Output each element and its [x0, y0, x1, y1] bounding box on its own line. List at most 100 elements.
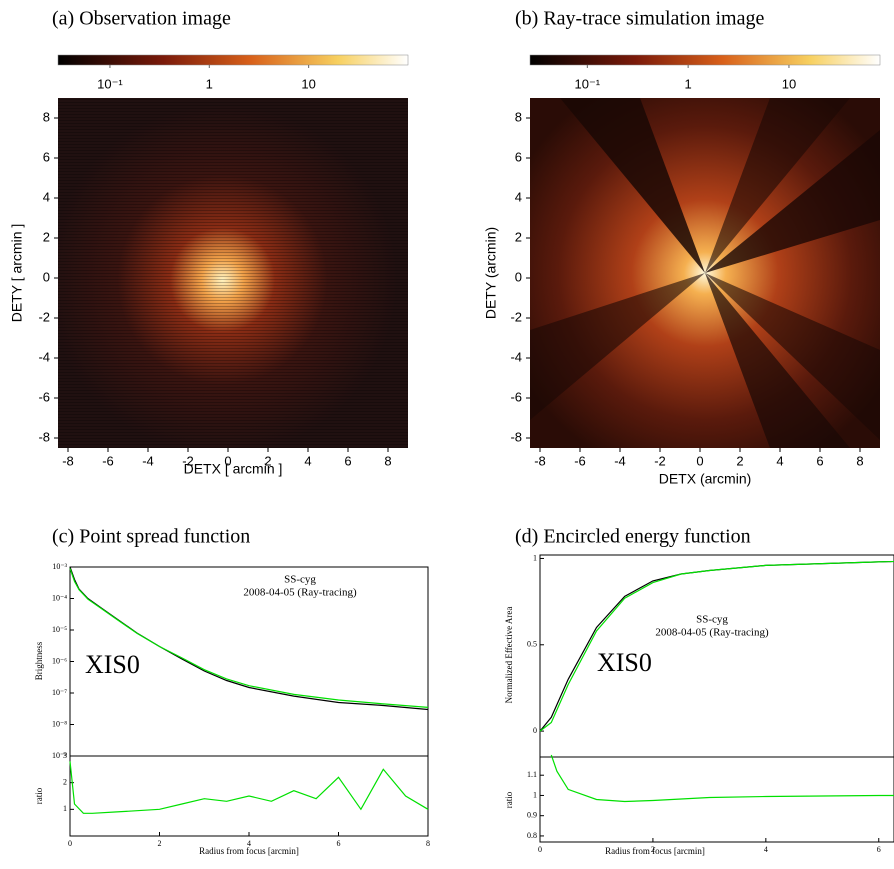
y-tick-label: 10⁻⁸ — [52, 719, 67, 728]
legend-entry: 2008-04-05 (Ray-tracing) — [243, 587, 357, 599]
colorbar-tick-label: 10 — [301, 76, 315, 91]
colorbar-tick-label: 10⁻¹ — [97, 76, 123, 91]
y-tick-label: 4 — [43, 189, 50, 204]
y-tick-label: 10⁻⁵ — [52, 625, 67, 634]
x-tick-label: 4 — [304, 453, 311, 468]
colorbar — [57, 54, 409, 66]
annotation: XIS0 — [597, 648, 652, 677]
y-tick-label: -2 — [38, 309, 50, 324]
y-tick-label: 8 — [43, 109, 50, 124]
y-tick-label: 4 — [515, 189, 522, 204]
simulation-image — [530, 98, 880, 448]
x-tick-label: -6 — [102, 453, 114, 468]
y-tick-label: 10⁻³ — [52, 562, 67, 571]
colorbar-tick-label: 10 — [782, 76, 796, 91]
x-tick-label: -8 — [62, 453, 74, 468]
x-tick-label: 6 — [337, 839, 341, 848]
x-axis-label: DETX [ arcmin ] — [184, 461, 283, 477]
y-tick-label: 10⁻⁶ — [52, 656, 67, 665]
series-line — [539, 560, 894, 732]
y-tick-label: 0.9 — [527, 811, 537, 820]
series-line — [69, 568, 429, 708]
y-tick-label: 6 — [515, 149, 522, 164]
y-tick-label: -8 — [38, 429, 50, 444]
y-tick-label: 10⁻⁴ — [52, 593, 67, 602]
y-tick-label: 0 — [515, 269, 522, 284]
panel-title: (c) Point spread function — [52, 526, 250, 548]
x-axis-label: Radius from focus [arcmin] — [199, 846, 299, 856]
series-line — [550, 754, 894, 803]
x-tick-label: 0 — [224, 453, 231, 468]
y-tick-label: 2 — [43, 229, 50, 244]
y-axis-label: ratio — [34, 787, 44, 804]
colorbar-tick-label: 10⁻¹ — [574, 76, 600, 91]
y-tick-label: 0.5 — [527, 640, 537, 649]
y-tick-label: 1.1 — [527, 770, 537, 779]
x-tick-label: 2 — [736, 453, 743, 468]
y-tick-label: 2 — [515, 229, 522, 244]
y-tick-label: -2 — [510, 309, 522, 324]
x-tick-label: -6 — [574, 453, 586, 468]
x-tick-label: 4 — [247, 839, 251, 848]
x-tick-label: -4 — [614, 453, 626, 468]
y-tick-label: -4 — [510, 349, 522, 364]
plot-frame — [539, 756, 894, 843]
x-tick-label: -2 — [182, 453, 194, 468]
x-tick-label: 4 — [776, 453, 783, 468]
x-tick-label: -4 — [142, 453, 154, 468]
y-axis-label: DETY (arcmin) — [483, 227, 499, 319]
y-tick-label: 0 — [533, 726, 537, 735]
x-tick-label: -8 — [534, 453, 546, 468]
observation-image — [58, 98, 408, 448]
y-axis-label: Brightness — [34, 641, 44, 680]
colorbar-tick-label: 1 — [206, 76, 213, 91]
plot-frame — [539, 554, 894, 758]
y-tick-label: -4 — [38, 349, 50, 364]
x-tick-label: 4 — [764, 845, 768, 854]
annotation: XIS0 — [85, 650, 140, 679]
x-axis-label: DETX (arcmin) — [659, 471, 752, 487]
y-tick-label: 0.8 — [527, 831, 537, 840]
panel-title: (a) Observation image — [52, 8, 231, 30]
y-axis-label: DETY [ arcmin ] — [9, 224, 25, 323]
legend-entry: SS-cyg — [696, 614, 728, 626]
x-tick-label: 8 — [426, 839, 430, 848]
legend-entry: SS-cyg — [284, 574, 316, 586]
y-tick-label: 1 — [63, 804, 67, 813]
y-tick-label: 6 — [43, 149, 50, 164]
x-tick-label: 2 — [651, 845, 655, 854]
x-tick-label: 0 — [696, 453, 703, 468]
y-tick-label: 10⁻⁹ — [52, 751, 67, 760]
x-tick-label: 0 — [68, 839, 72, 848]
series-line — [69, 761, 429, 814]
y-tick-label: -8 — [510, 429, 522, 444]
panel-title: (d) Encircled energy function — [515, 526, 751, 548]
x-tick-label: 8 — [384, 453, 391, 468]
y-axis-label: ratio — [504, 791, 514, 808]
y-tick-label: 10⁻⁷ — [52, 688, 67, 697]
y-tick-label: 8 — [515, 109, 522, 124]
x-tick-label: 0 — [538, 845, 542, 854]
series-line — [539, 560, 894, 732]
x-tick-label: 2 — [264, 453, 271, 468]
x-tick-label: -2 — [654, 453, 666, 468]
x-tick-label: 6 — [816, 453, 823, 468]
y-tick-label: 1 — [533, 790, 537, 799]
x-axis-label: Radius from focus [arcmin] — [605, 846, 705, 856]
y-tick-label: 0 — [43, 269, 50, 284]
x-tick-label: 6 — [877, 845, 881, 854]
colorbar — [529, 54, 881, 66]
y-tick-label: 3 — [63, 751, 67, 760]
y-tick-label: -6 — [38, 389, 50, 404]
legend-entry: 2008-04-05 (Ray-tracing) — [655, 627, 769, 639]
y-tick-label: 1 — [533, 553, 537, 562]
x-tick-label: 6 — [344, 453, 351, 468]
x-tick-label: 8 — [856, 453, 863, 468]
y-tick-label: 2 — [63, 777, 67, 786]
colorbar-tick-label: 1 — [685, 76, 692, 91]
y-tick-label: -6 — [510, 389, 522, 404]
y-axis-label: Normalized Effective Area — [504, 607, 514, 704]
panel-title: (b) Ray-trace simulation image — [515, 8, 764, 30]
